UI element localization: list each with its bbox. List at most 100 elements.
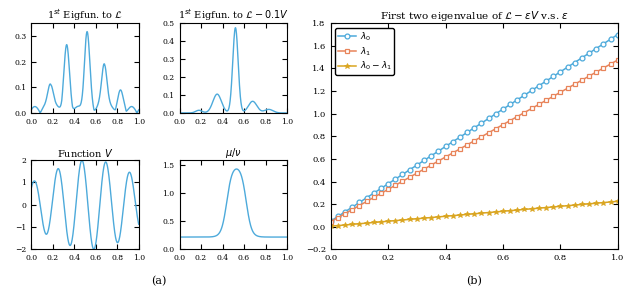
Line: $\lambda_0$: $\lambda_0$ (328, 32, 620, 224)
$\lambda_0$ (585, 51, 593, 55)
$\lambda_1$ (550, 95, 557, 98)
$\lambda_1$ (478, 135, 485, 139)
Title: First two eigenvalue of $\mathcal{L} - \epsilon V$ v.s. $\epsilon$: First two eigenvalue of $\mathcal{L} - \… (380, 9, 568, 23)
Title: 1$^{st}$ Eigfun. to $\mathcal{L} - 0.1V$: 1$^{st}$ Eigfun. to $\mathcal{L} - 0.1V$ (178, 8, 289, 23)
$\lambda_0 - \lambda_1$ (341, 223, 349, 227)
$\lambda_0$ (442, 145, 449, 148)
$\lambda_0$ (535, 84, 543, 88)
$\lambda_1$ (327, 220, 334, 223)
$\lambda_0 - \lambda_1$ (370, 221, 378, 224)
$\lambda_1$ (578, 78, 585, 82)
$\lambda_0 - \lambda_1$ (413, 217, 421, 220)
$\lambda_0 - \lambda_1$ (399, 218, 406, 222)
$\lambda_0$ (341, 210, 349, 213)
Title: Function $V$: Function $V$ (57, 147, 113, 159)
$\lambda_1$ (370, 196, 378, 199)
Legend: $\lambda_0$, $\lambda_1$, $\lambda_0 - \lambda_1$: $\lambda_0$, $\lambda_1$, $\lambda_0 - \… (335, 28, 394, 75)
$\lambda_1$ (499, 123, 507, 126)
$\lambda_0$ (507, 103, 514, 106)
$\lambda_0 - \lambda_1$ (499, 210, 507, 213)
$\lambda_1$ (607, 62, 614, 66)
$\lambda_0$ (406, 168, 413, 172)
$\lambda_0$ (470, 126, 478, 130)
$\lambda_0 - \lambda_1$ (492, 210, 499, 214)
$\lambda_0 - \lambda_1$ (442, 215, 449, 218)
$\lambda_0 - \lambda_1$ (470, 212, 478, 215)
$\lambda_0 - \lambda_1$ (600, 201, 607, 204)
$\lambda_0$ (607, 37, 614, 41)
$\lambda_0$ (514, 98, 521, 102)
$\lambda_0 - \lambda_1$ (528, 207, 535, 211)
Line: $\lambda_1$: $\lambda_1$ (328, 57, 620, 224)
$\lambda_0 - \lambda_1$ (363, 221, 371, 225)
$\lambda_0 - \lambda_1$ (356, 222, 363, 225)
Line: $\lambda_0 - \lambda_1$: $\lambda_0 - \lambda_1$ (328, 199, 620, 229)
$\lambda_1$ (384, 188, 392, 191)
Title: $\mu/\nu$: $\mu/\nu$ (225, 146, 241, 160)
$\lambda_0 - \lambda_1$ (334, 224, 342, 227)
$\lambda_0 - \lambda_1$ (434, 215, 442, 219)
$\lambda_0$ (550, 75, 557, 78)
$\lambda_0$ (399, 173, 406, 176)
$\lambda_1$ (442, 155, 449, 159)
$\lambda_0$ (463, 131, 471, 134)
$\lambda_0 - \lambda_1$ (607, 200, 614, 204)
$\lambda_0 - \lambda_1$ (585, 202, 593, 206)
$\lambda_0 - \lambda_1$ (406, 218, 413, 221)
$\lambda_0 - \lambda_1$ (421, 216, 428, 220)
$\lambda_1$ (363, 200, 371, 203)
$\lambda_1$ (348, 208, 356, 211)
$\lambda_0$ (492, 112, 499, 115)
$\lambda_1$ (535, 103, 543, 106)
$\lambda_0 - \lambda_1$ (564, 204, 572, 207)
$\lambda_1$ (470, 139, 478, 143)
$\lambda_1$ (528, 107, 535, 110)
$\lambda_0$ (449, 140, 456, 144)
$\lambda_0$ (528, 89, 535, 92)
$\lambda_0$ (557, 70, 564, 74)
$\lambda_1$ (421, 167, 428, 171)
$\lambda_0$ (427, 154, 435, 157)
$\lambda_0$ (600, 42, 607, 46)
$\lambda_0 - \lambda_1$ (392, 219, 399, 222)
$\lambda_1$ (427, 163, 435, 167)
$\lambda_0$ (542, 79, 550, 83)
$\lambda_1$ (592, 70, 600, 74)
$\lambda_0 - \lambda_1$ (377, 220, 384, 224)
$\lambda_1$ (600, 66, 607, 70)
$\lambda_0$ (592, 47, 600, 50)
$\lambda_0$ (485, 117, 492, 120)
$\lambda_0 - \lambda_1$ (592, 202, 600, 205)
$\lambda_0$ (434, 149, 442, 153)
$\lambda_0$ (571, 61, 578, 64)
$\lambda_0$ (478, 122, 485, 125)
Title: 1$^{st}$ Eigfun. to $\mathcal{L}$: 1$^{st}$ Eigfun. to $\mathcal{L}$ (47, 8, 123, 23)
$\lambda_0 - \lambda_1$ (571, 203, 578, 207)
$\lambda_0 - \lambda_1$ (384, 220, 392, 223)
$\lambda_0$ (370, 191, 378, 195)
$\lambda_1$ (585, 75, 593, 78)
$\lambda_0$ (520, 93, 528, 97)
$\lambda_0$ (614, 33, 622, 36)
$\lambda_0$ (356, 201, 363, 204)
$\lambda_0 - \lambda_1$ (327, 224, 334, 228)
$\lambda_1$ (542, 99, 550, 102)
$\lambda_0 - \lambda_1$ (520, 208, 528, 211)
$\lambda_0 - \lambda_1$ (542, 206, 550, 209)
$\lambda_0 - \lambda_1$ (478, 211, 485, 215)
$\lambda_1$ (507, 119, 514, 122)
$\lambda_0$ (456, 135, 464, 139)
$\lambda_0$ (334, 215, 342, 218)
$\lambda_0$ (421, 159, 428, 162)
$\lambda_1$ (413, 171, 421, 175)
$\lambda_1$ (614, 58, 622, 62)
$\lambda_1$ (564, 86, 572, 90)
Text: (b): (b) (466, 276, 482, 286)
$\lambda_0$ (499, 107, 507, 111)
$\lambda_1$ (392, 184, 399, 187)
$\lambda_0$ (578, 56, 585, 59)
$\lambda_1$ (399, 180, 406, 183)
$\lambda_0$ (392, 177, 399, 181)
$\lambda_0 - \lambda_1$ (557, 204, 564, 208)
$\lambda_0 - \lambda_1$ (485, 211, 492, 214)
